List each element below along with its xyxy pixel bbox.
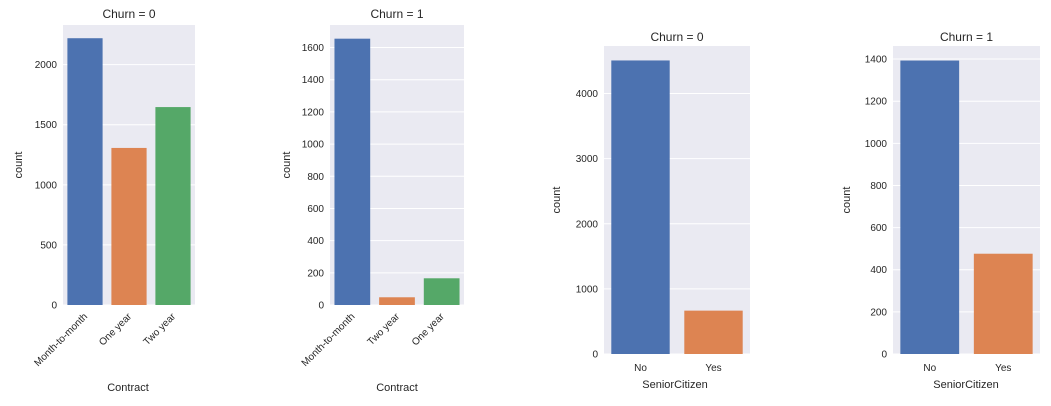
chart3-bar: [611, 60, 670, 355]
chart1-ytick-label: 1000: [35, 180, 58, 191]
chart2-bar: [379, 297, 415, 305]
chart4-ytick-label: 600: [870, 223, 887, 234]
chart4-title: Churn = 1: [940, 30, 993, 44]
chart1-y-axis-label: count: [13, 152, 25, 179]
chart2-ytick-label: 1000: [302, 140, 325, 151]
chart4-ytick-label: 400: [870, 265, 887, 276]
chart2-ytick-label: 200: [307, 268, 324, 279]
chart2-ytick-label: 0: [318, 301, 324, 312]
chart1-x-axis-label: Contract: [107, 382, 149, 394]
chart1-xtick-label: One year: [97, 311, 134, 348]
chart3-ytick-label: 2000: [576, 219, 599, 230]
chart4-bar: [900, 60, 960, 354]
chart1-bar: [155, 107, 191, 305]
chart3-ytick-label: 4000: [576, 89, 599, 100]
chart1-bar: [111, 147, 147, 305]
chart1-title: Churn = 0: [102, 7, 155, 21]
chart3-xtick-label: Yes: [705, 363, 721, 374]
chart4-ytick-label: 0: [881, 350, 887, 361]
chart2-ytick-label: 1400: [302, 75, 325, 86]
chart3-x-axis-label: SeniorCitizen: [642, 379, 707, 391]
chart2-ytick-label: 800: [307, 172, 324, 183]
chart3-bar: [684, 310, 743, 354]
chart2-ytick-label: 400: [307, 236, 324, 247]
chart4-y-axis-label: count: [841, 187, 853, 214]
chart3-ytick-label: 3000: [576, 154, 599, 165]
chart2-ytick-label: 600: [307, 204, 324, 215]
chart4-bar: [973, 253, 1033, 354]
chart4-ytick-label: 1400: [865, 55, 888, 66]
chart2-title: Churn = 1: [370, 7, 423, 21]
chart4-ytick-label: 200: [870, 307, 887, 318]
chart4-ytick-label: 1000: [865, 139, 888, 150]
chart2-ytick-label: 1600: [302, 43, 325, 54]
chart2-xtick-label: Month-to-month: [300, 311, 358, 369]
chart1-xtick-label: Month-to-month: [32, 311, 90, 369]
chart1-xtick-label: Two year: [142, 311, 179, 348]
chart2-y-axis-label: count: [281, 152, 293, 179]
chart3-title: Churn = 0: [650, 30, 703, 44]
chart4-panel: 0 200 400 600 800 1000 1200 1400 No Yes Churn = 1 S…: [841, 30, 1040, 391]
chart1-ytick-label: 1500: [35, 120, 58, 131]
chart2-panel: 0 200 400 600 800 1000 1200 1400 1600 Month-to-mo…: [281, 7, 464, 394]
chart2-x-axis-label: Contract: [376, 382, 418, 394]
chart1-panel: 0 500 1000 1500 2000 Month-to-month One year Tw…: [13, 7, 195, 394]
chart2-bar: [423, 278, 460, 305]
chart1-bar: [67, 38, 103, 306]
chart3-panel: 0 1000 2000 3000 4000 No Yes Churn = 0 SeniorCit…: [551, 30, 750, 391]
chart4-xtick-label: Yes: [995, 363, 1011, 374]
chart4-xtick-label: No: [923, 363, 936, 374]
chart2-bar: [334, 38, 371, 305]
chart3-ytick-label: 1000: [576, 284, 599, 295]
chart2-xtick-label: One year: [410, 311, 447, 348]
chart1-ytick-label: 0: [51, 301, 57, 312]
chart1-ytick-label: 500: [40, 240, 57, 251]
chart3-ytick-label: 0: [592, 350, 598, 361]
chart3-y-axis-label: count: [551, 187, 563, 214]
chart4-x-axis-label: SeniorCitizen: [933, 379, 998, 391]
chart1-ytick-label: 2000: [35, 60, 58, 71]
chart2-xtick-label: Two year: [366, 311, 403, 348]
chart4-ytick-label: 800: [870, 181, 887, 192]
chart2-ytick-label: 1200: [302, 107, 325, 118]
chart4-ytick-label: 1200: [865, 97, 888, 108]
chart3-xtick-label: No: [634, 363, 647, 374]
